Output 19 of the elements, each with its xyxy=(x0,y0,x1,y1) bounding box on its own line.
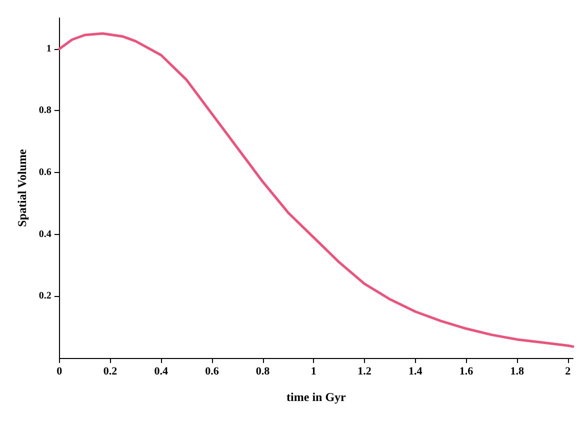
x-tick-label: 1 xyxy=(310,366,316,378)
x-tick-label: 0.2 xyxy=(103,366,118,378)
y-tick-label: 0.6 xyxy=(38,167,52,178)
line-series xyxy=(58,32,574,348)
x-tick-label: 1.4 xyxy=(408,366,423,378)
y-axis-title: Spatial Volume xyxy=(15,148,29,227)
y-tick-label: 0.2 xyxy=(38,290,52,302)
x-tick-label: 0.6 xyxy=(205,366,220,378)
x-tick-label: 1.2 xyxy=(358,366,372,378)
x-tick-label: 1.8 xyxy=(510,366,524,378)
x-tick-label: 0.4 xyxy=(154,366,168,378)
y-tick-label: 0.8 xyxy=(38,105,52,116)
x-tick-label: 0 xyxy=(56,366,63,378)
y-tick-label: 0.4 xyxy=(38,228,52,240)
x-tick-label: 2 xyxy=(565,366,572,378)
x-tick-label: 0.8 xyxy=(256,366,270,378)
x-axis-title: time in Gyr xyxy=(286,390,347,404)
x-tick-label: 1.6 xyxy=(459,366,474,378)
y-tick-label: 1 xyxy=(46,43,52,54)
